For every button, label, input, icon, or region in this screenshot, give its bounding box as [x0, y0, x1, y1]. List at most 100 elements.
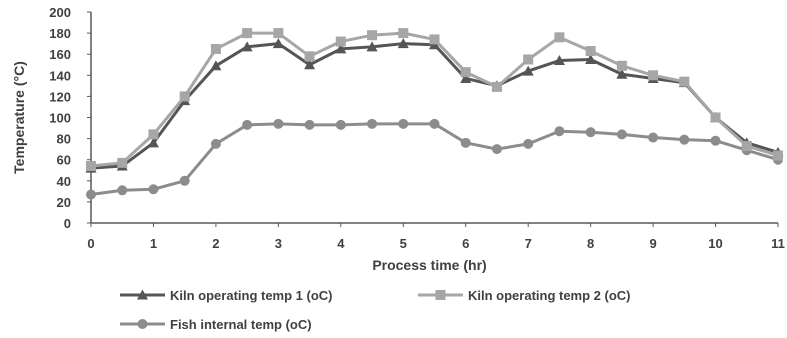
x-tick-label: 0 — [87, 236, 94, 251]
data-point — [117, 157, 128, 168]
data-point — [585, 53, 597, 64]
data-point — [522, 65, 534, 76]
x-tick-label: 4 — [337, 236, 345, 251]
legend-item: Kiln operating temp 1 (oC) — [120, 288, 333, 303]
x-tick-label: 11 — [771, 236, 785, 251]
data-point — [273, 118, 284, 129]
data-point — [616, 129, 627, 140]
series-1 — [85, 38, 784, 173]
data-point — [179, 175, 190, 186]
y-tick-label: 0 — [64, 216, 71, 231]
data-point — [710, 135, 721, 146]
x-tick-label: 1 — [150, 236, 157, 251]
data-point — [273, 28, 284, 39]
data-point — [86, 161, 96, 172]
x-tick-label: 7 — [525, 236, 532, 251]
data-point — [304, 119, 315, 130]
legend-marker — [137, 289, 148, 300]
data-point — [117, 185, 128, 196]
legend-label: Fish internal temp (oC) — [170, 317, 312, 332]
data-point — [148, 184, 159, 195]
series-line — [90, 42, 779, 170]
data-point — [429, 34, 440, 45]
data-point — [86, 189, 96, 200]
data-point — [523, 138, 534, 149]
data-point — [710, 112, 721, 123]
x-tick-label: 9 — [649, 236, 656, 251]
y-tick-label: 180 — [49, 26, 71, 41]
data-point — [523, 54, 534, 65]
x-tick-label: 2 — [212, 236, 219, 251]
data-point — [242, 119, 253, 130]
data-point — [210, 138, 221, 149]
x-tick-label: 6 — [462, 236, 469, 251]
y-tick-label: 80 — [57, 132, 71, 147]
y-tick-label: 120 — [49, 89, 71, 104]
data-point — [679, 134, 690, 145]
y-tick-label: 160 — [49, 47, 71, 62]
data-point — [491, 81, 502, 92]
data-point — [335, 36, 346, 47]
data-point — [147, 137, 159, 148]
data-point — [616, 60, 627, 71]
data-point — [304, 59, 316, 70]
data-point — [554, 126, 565, 137]
y-tick-label: 200 — [49, 5, 71, 20]
data-point — [148, 129, 159, 140]
data-point — [585, 127, 596, 138]
data-point — [179, 91, 190, 102]
data-point — [773, 150, 783, 161]
data-point — [304, 51, 315, 62]
series-3 — [86, 118, 783, 200]
y-axis-title: Temperature (°C) — [11, 61, 27, 174]
data-point — [648, 70, 659, 81]
data-point — [585, 46, 596, 57]
data-point — [491, 144, 502, 155]
data-point — [210, 43, 221, 54]
data-point — [367, 118, 378, 129]
data-point — [398, 28, 409, 39]
y-tick-label: 140 — [49, 68, 71, 83]
data-point — [460, 72, 472, 83]
y-tick-label: 40 — [57, 174, 71, 189]
data-point — [242, 28, 253, 39]
y-tick-label: 20 — [57, 195, 71, 210]
y-tick-label: 60 — [57, 153, 71, 168]
legend-item: Fish internal temp (oC) — [120, 317, 312, 332]
data-point — [460, 137, 471, 148]
legend-label: Kiln operating temp 2 (oC) — [468, 288, 631, 303]
legend-marker — [435, 290, 446, 300]
series-line — [90, 122, 779, 197]
data-point — [210, 60, 222, 71]
series-2 — [86, 28, 783, 172]
series-line — [90, 31, 779, 168]
data-point — [366, 41, 378, 52]
data-point — [553, 55, 565, 66]
legend-item: Kiln operating temp 2 (oC) — [418, 288, 631, 303]
legend-label: Kiln operating temp 1 (oC) — [170, 288, 333, 303]
x-tick-label: 8 — [587, 236, 594, 251]
data-point — [367, 30, 378, 41]
x-tick-label: 10 — [708, 236, 722, 251]
y-axis-ticks: 0 20 40 60 80 100 120 140 160 180 200 — [49, 5, 91, 231]
x-axis-ticks: 0 1 2 3 4 5 6 7 8 9 10 11 — [87, 223, 785, 251]
data-point — [616, 68, 628, 79]
legend: Kiln operating temp 1 (oC) Kiln operating… — [120, 288, 631, 332]
data-point — [241, 41, 253, 52]
legend-marker — [137, 319, 148, 329]
data-point — [679, 76, 690, 87]
data-point — [460, 67, 471, 78]
data-point — [335, 119, 346, 130]
x-tick-label: 5 — [400, 236, 407, 251]
data-point — [554, 32, 565, 43]
data-point — [272, 38, 284, 49]
data-point — [397, 38, 409, 49]
x-tick-label: 3 — [275, 236, 282, 251]
data-point — [429, 118, 440, 129]
y-tick-label: 100 — [49, 111, 71, 126]
data-point — [398, 118, 409, 129]
data-point — [648, 132, 659, 143]
data-point — [741, 140, 752, 151]
data-point — [335, 43, 347, 54]
